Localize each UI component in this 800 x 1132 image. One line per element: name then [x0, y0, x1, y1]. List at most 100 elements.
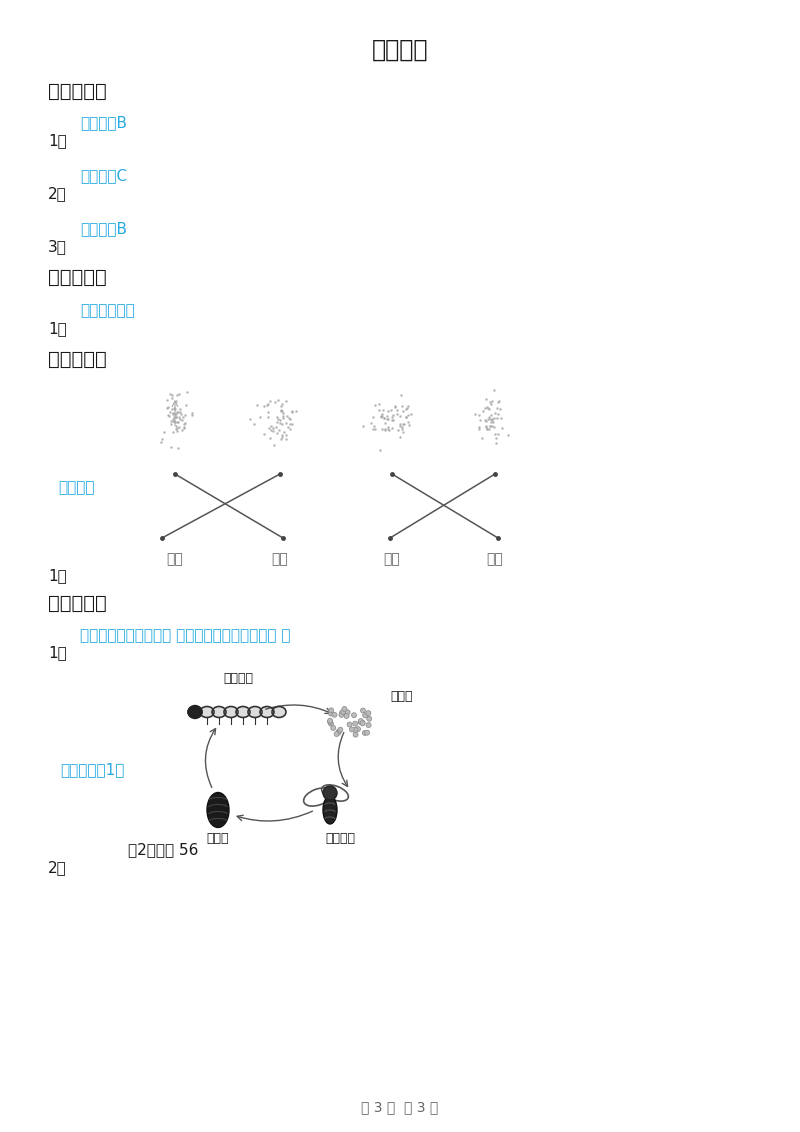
Point [477, 402, 490, 420]
Point [169, 412, 182, 430]
Ellipse shape [366, 717, 372, 721]
Point [402, 406, 414, 424]
Point [391, 421, 404, 439]
Ellipse shape [338, 727, 343, 732]
Point [486, 411, 498, 429]
Point [265, 417, 278, 435]
Text: 一、选择题: 一、选择题 [48, 82, 106, 101]
Point [366, 420, 379, 438]
Point [486, 392, 498, 410]
Point [386, 406, 399, 424]
Point [380, 408, 393, 426]
Ellipse shape [345, 710, 350, 714]
Point [402, 397, 414, 415]
Point [262, 395, 274, 413]
Point [274, 402, 287, 420]
Point [165, 400, 178, 418]
Ellipse shape [353, 721, 358, 726]
Text: 》答案「B: 》答案「B [80, 115, 127, 130]
Point [274, 411, 286, 429]
Point [166, 410, 179, 428]
Point [174, 400, 186, 418]
Point [181, 383, 194, 401]
Text: 1、: 1、 [48, 645, 66, 660]
Point [267, 437, 280, 455]
Text: 》答案「正确: 》答案「正确 [80, 303, 134, 318]
Point [270, 408, 283, 426]
Point [161, 391, 174, 409]
Point [275, 426, 288, 444]
Point [400, 400, 413, 418]
Point [277, 404, 290, 422]
Point [154, 434, 167, 452]
Ellipse shape [360, 720, 365, 726]
Point [167, 400, 180, 418]
Text: 1、: 1、 [48, 321, 66, 336]
Point [170, 409, 182, 427]
Point [375, 420, 388, 438]
Point [482, 408, 495, 426]
Point [399, 409, 412, 427]
Point [386, 411, 398, 429]
Point [496, 419, 509, 437]
Point [369, 396, 382, 414]
Point [175, 411, 188, 429]
Text: 参考答案: 参考答案 [372, 38, 428, 62]
Point [276, 414, 289, 432]
Point [176, 421, 189, 439]
Point [401, 398, 414, 417]
Text: 苍蕴: 苍蕴 [166, 552, 183, 566]
Point [170, 417, 182, 435]
Point [374, 408, 387, 426]
Point [162, 406, 174, 424]
Point [163, 403, 176, 421]
Point [170, 403, 183, 421]
Point [264, 421, 277, 439]
Point [167, 408, 180, 426]
Point [165, 438, 178, 456]
Point [162, 397, 174, 415]
Point [484, 393, 497, 411]
Point [170, 392, 182, 410]
Point [481, 410, 494, 428]
Point [382, 420, 394, 438]
Ellipse shape [366, 711, 371, 715]
Point [484, 417, 497, 435]
Point [484, 410, 497, 428]
Point [166, 389, 178, 408]
Point [486, 410, 498, 428]
Point [490, 409, 503, 427]
Point [473, 419, 486, 437]
Text: 第 3 页  共 3 页: 第 3 页 共 3 页 [362, 1100, 438, 1114]
Point [486, 418, 498, 436]
Text: 》答案「蚂蚁喜欢甜食 蚂蚁爬向浓糖水一端取食 甲: 》答案「蚂蚁喜欢甜食 蚂蚁爬向浓糖水一端取食 甲 [80, 628, 290, 643]
Text: 2、: 2、 [48, 860, 66, 875]
Point [283, 411, 296, 429]
Ellipse shape [189, 708, 202, 717]
Point [178, 419, 190, 437]
Point [178, 414, 190, 432]
Point [398, 415, 411, 434]
Ellipse shape [362, 713, 368, 718]
Point [258, 426, 270, 444]
Point [395, 386, 408, 404]
Point [178, 414, 191, 432]
Text: 1、: 1、 [48, 568, 66, 583]
Point [251, 396, 264, 414]
Point [405, 404, 418, 422]
Text: 2、: 2、 [48, 186, 66, 201]
Point [379, 420, 392, 438]
Point [373, 395, 386, 413]
Point [165, 412, 178, 430]
Point [377, 401, 390, 419]
Point [391, 405, 404, 423]
Point [394, 417, 406, 435]
Point [270, 419, 282, 437]
Ellipse shape [327, 718, 333, 723]
Point [280, 414, 293, 432]
Text: 四、综合题: 四、综合题 [48, 594, 106, 614]
Point [262, 409, 274, 427]
Point [480, 398, 493, 417]
Point [482, 400, 495, 418]
Text: 》答案「B: 》答案「B [80, 221, 127, 235]
